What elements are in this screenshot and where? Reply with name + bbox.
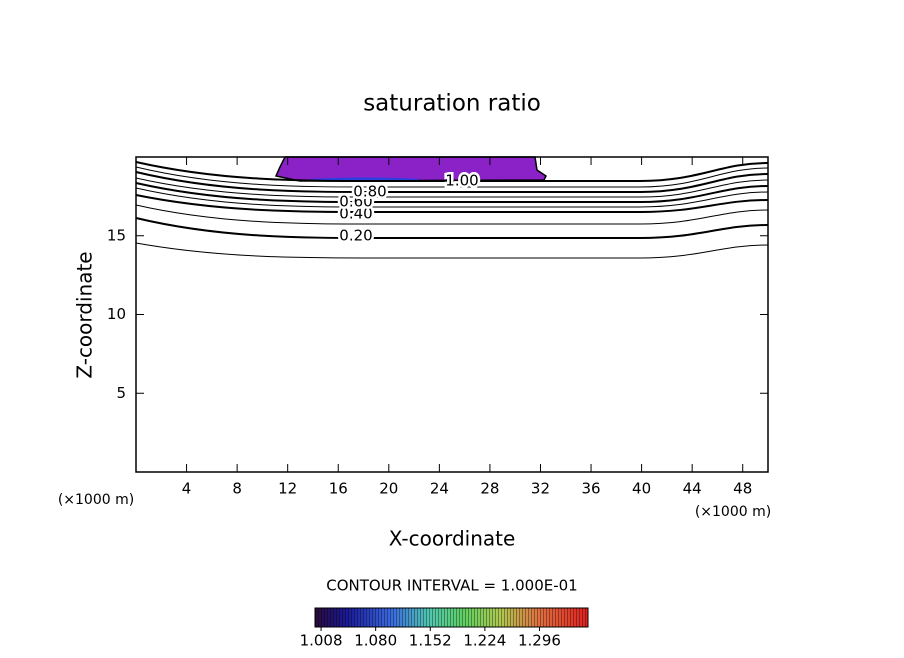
contour-line <box>135 166 769 188</box>
x-tick-label: 8 <box>232 480 242 498</box>
contour-line <box>135 204 769 225</box>
y-axis-label: Z-coordinate <box>73 251 97 378</box>
contour-label: 1.00 <box>445 172 478 190</box>
contour-line <box>135 242 769 259</box>
contours: 0.20 0.400.600.80 1.00 <box>135 161 769 259</box>
y-tick-label: 10 <box>107 305 126 323</box>
contour-line-labeled <box>135 182 769 203</box>
x-tick-label: 32 <box>531 480 550 498</box>
contour-line <box>135 187 769 208</box>
x-tick-label: 16 <box>329 480 348 498</box>
contour-line-labeled <box>135 171 769 193</box>
colorbar-tick-label: 1.152 <box>409 632 452 650</box>
colorbar-tick-label: 1.008 <box>300 632 343 650</box>
colorbar-tick-label: 1.080 <box>354 632 397 650</box>
x-axis-label: X-coordinate <box>389 527 516 551</box>
x-tick-label: 40 <box>632 480 651 498</box>
contour-line <box>135 177 769 198</box>
colorbar-stripes <box>314 607 589 628</box>
contour-label: 0.20 <box>339 227 372 245</box>
colorbar-tick-label: 1.296 <box>518 632 561 650</box>
x-unit-left: (×1000 m) <box>58 492 134 508</box>
contour-label: 0.40 <box>339 205 372 223</box>
x-tick-label: 44 <box>683 480 702 498</box>
y-tick-label: 15 <box>107 226 126 244</box>
colorbar-tick-label: 1.224 <box>463 632 506 650</box>
x-tick-label: 28 <box>480 480 499 498</box>
contour-line-labeled <box>135 217 769 239</box>
contour-interval: CONTOUR INTERVAL = 1.000E-01 <box>326 577 577 595</box>
y-tick-label: 5 <box>116 384 126 402</box>
x-unit-right: (×1000 m) <box>695 504 771 520</box>
x-tick-label: 12 <box>278 480 297 498</box>
plot-frame <box>135 156 769 473</box>
chart-title: saturation ratio <box>363 91 541 117</box>
contour-label: 0.80 <box>353 183 386 201</box>
contour-line-labeled <box>135 194 769 213</box>
supersaturated-region <box>274 156 547 182</box>
x-tick-label: 20 <box>379 480 398 498</box>
x-tick-label: 48 <box>733 480 752 498</box>
contour-label: 0.60 <box>339 193 372 211</box>
x-tick-label: 24 <box>430 480 449 498</box>
x-tick-label: 4 <box>182 480 192 498</box>
x-tick-label: 36 <box>581 480 600 498</box>
contour-line-labeled <box>135 161 769 182</box>
